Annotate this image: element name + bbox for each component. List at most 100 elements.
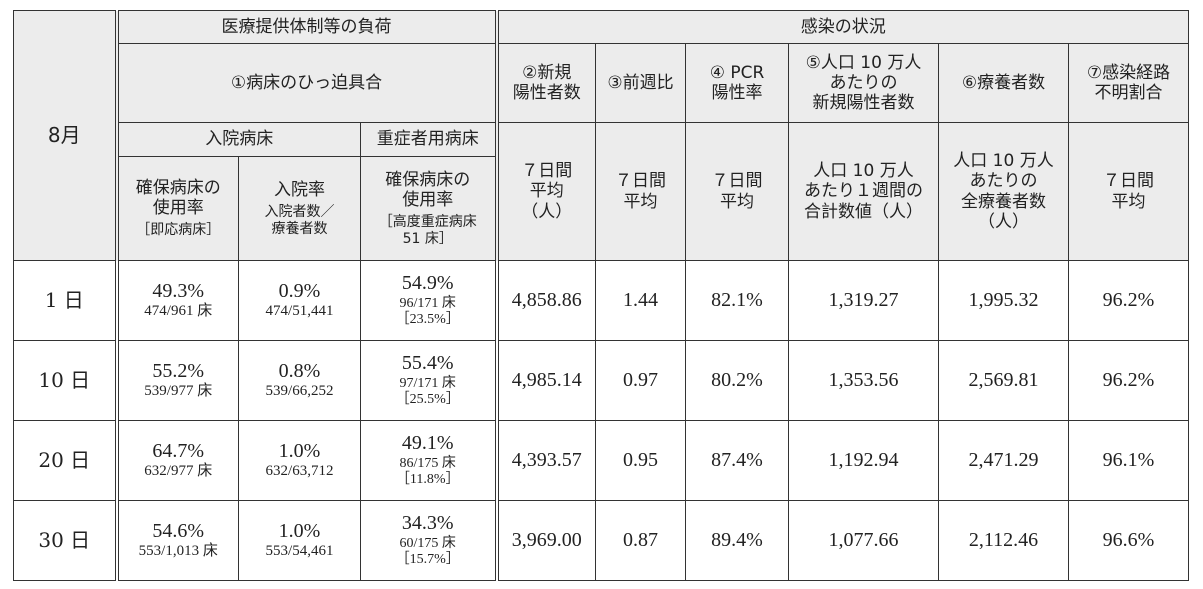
- admission-header: 入院率 入院者数／ 療養者数: [238, 156, 361, 261]
- severe-value: 55.4%: [401, 352, 454, 375]
- table-wrapper: 8月 医療提供体制等の負荷 感染の状況 ①病床のひっ迫具合 ②新規 陽性者数 ③…: [13, 10, 1190, 581]
- recovering-value: 2,471.29: [938, 420, 1069, 501]
- severe-value: 49.1%: [401, 432, 454, 455]
- bed-usage-cell: 49.3% 474/961 床: [116, 260, 239, 341]
- new-cases-header: ②新規 陽性者数: [496, 43, 596, 123]
- new-cases-value: 4,985.14: [496, 340, 596, 421]
- bed-usage-value: 49.3%: [152, 279, 205, 302]
- new-cases-value: 4,858.86: [496, 260, 596, 341]
- header-row-bedtypes: 入院病床 重症者用病床 ７日間 平均 （人） ７日間 平均 ７日間 平均 人口 …: [14, 122, 1190, 261]
- week-ratio-unit: ７日間 平均: [595, 122, 686, 261]
- table-row: 10 日 55.2% 539/977 床 0.8% 539/66,252 55.4%…: [13, 340, 1190, 421]
- admission-cell: 1.0% 632/63,712: [238, 420, 361, 501]
- admission-header-line1: 入院率: [274, 179, 325, 200]
- new-cases-header-line1: ②新規: [522, 62, 572, 83]
- week-ratio-value: 0.87: [595, 500, 686, 581]
- per100k-unit-line3: 合計数値（人）: [804, 201, 923, 222]
- recovering-value: 1,995.32: [938, 260, 1069, 341]
- admission-detail: 632/63,712: [265, 463, 334, 480]
- recovering-unit-line1: 人口 10 万人: [953, 151, 1054, 172]
- pcr-value: 82.1%: [685, 260, 789, 341]
- pcr-header-line1: ④ PCR: [709, 62, 765, 83]
- admission-value: 1.0%: [278, 439, 321, 462]
- per100k-unit: 人口 10 万人 あたり１週間の 合計数値（人）: [788, 122, 939, 261]
- pcr-value: 80.2%: [685, 340, 789, 421]
- inpatient-beds-header: 入院病床: [116, 122, 361, 157]
- recovering-value: 2,112.46: [938, 500, 1069, 581]
- new-cases-unit-line1: ７日間: [521, 161, 573, 182]
- pcr-unit-line2: 平均: [720, 191, 754, 212]
- severe-high-rate: ［15.7%］: [395, 552, 460, 568]
- table-row: 20 日 64.7% 632/977 床 1.0% 632/63,712 49.1%…: [13, 420, 1190, 501]
- severe-high-rate: ［11.8%］: [395, 472, 460, 488]
- severe-value: 54.9%: [401, 272, 454, 295]
- severe-cell: 55.4% 97/171 床 ［25.5%］: [360, 340, 499, 421]
- unknown-route-unit-line2: 平均: [1111, 191, 1146, 212]
- bed-usage-header-note: ［即応病床］: [136, 222, 221, 239]
- pcr-unit: ７日間 平均: [685, 122, 789, 261]
- bed-usage-header: 確保病床の 使用率 ［即応病床］: [116, 156, 239, 261]
- new-cases-header-line2: 陽性者数: [512, 83, 581, 103]
- recovering-value: 2,569.81: [938, 340, 1069, 421]
- bed-usage-detail: 632/977 床: [144, 463, 213, 480]
- severe-usage-header-line1: 確保病床の: [385, 169, 471, 190]
- status-table: 8月 医療提供体制等の負荷 感染の状況 ①病床のひっ迫具合 ②新規 陽性者数 ③…: [13, 10, 1190, 581]
- recovering-unit-line2: あたりの: [969, 171, 1038, 192]
- recovering-unit-line3: 全療養者数: [961, 191, 1046, 212]
- admission-value: 1.0%: [278, 519, 321, 542]
- severe-cell: 54.9% 96/171 床 ［23.5%］: [360, 260, 499, 341]
- severe-detail: 86/175 床: [399, 455, 456, 471]
- unknown-route-unit: ７日間 平均: [1067, 122, 1190, 261]
- per100k-header-line2: あたりの: [829, 72, 898, 93]
- new-cases-value: 3,969.00: [496, 500, 596, 581]
- admission-value: 0.8%: [278, 359, 321, 382]
- day-cell: 30 日: [13, 500, 119, 581]
- severe-detail: 97/171 床: [399, 375, 456, 391]
- per100k-header: ⑤人口 10 万人 あたりの 新規陽性者数: [788, 43, 939, 123]
- per100k-value: 1,077.66: [788, 500, 939, 581]
- severe-detail: 96/171 床: [399, 295, 456, 311]
- bed-usage-detail: 474/961 床: [144, 303, 213, 320]
- unknown-route-header-line2: 不明割合: [1094, 83, 1163, 103]
- bed-usage-header-line2: 使用率: [152, 198, 204, 219]
- bed-usage-value: 54.6%: [152, 519, 205, 542]
- new-cases-value: 4,393.57: [496, 420, 596, 501]
- bed-usage-value: 64.7%: [152, 439, 205, 462]
- unknown-route-value: 96.2%: [1067, 260, 1190, 341]
- pcr-unit-line1: ７日間: [711, 171, 763, 192]
- recovering-unit: 人口 10 万人 あたりの 全療養者数 （人）: [938, 122, 1069, 261]
- unknown-route-unit-line1: ７日間: [1103, 171, 1155, 192]
- severe-usage-header-note1: ［高度重症病床: [378, 214, 477, 231]
- admission-detail: 539/66,252: [265, 383, 334, 400]
- bed-pressure-header: ①病床のひっ迫具合: [116, 43, 499, 123]
- unknown-route-header: ⑦感染経路 不明割合: [1067, 43, 1190, 123]
- severe-high-rate: ［23.5%］: [395, 312, 460, 328]
- bed-usage-cell: 55.2% 539/977 床: [116, 340, 239, 421]
- severe-cell: 34.3% 60/175 床 ［15.7%］: [360, 500, 499, 581]
- per100k-header-line3: 新規陽性者数: [812, 93, 915, 114]
- unknown-route-value: 96.6%: [1067, 500, 1190, 581]
- unknown-route-value: 96.2%: [1067, 340, 1190, 421]
- severe-beds-header: 重症者用病床: [360, 122, 499, 157]
- severe-detail: 60/175 床: [399, 535, 456, 551]
- pcr-header: ④ PCR 陽性率: [685, 43, 789, 123]
- admission-detail: 553/54,461: [265, 543, 334, 560]
- table-row: 1 日 49.3% 474/961 床 0.9% 474/51,441 54.9% 9…: [13, 260, 1190, 341]
- bed-usage-cell: 54.6% 553/1,013 床: [116, 500, 239, 581]
- bed-usage-value: 55.2%: [152, 359, 205, 382]
- severe-usage-header-line2: 使用率: [402, 189, 454, 210]
- severe-high-rate: ［25.5%］: [395, 392, 460, 408]
- per100k-value: 1,353.56: [788, 340, 939, 421]
- week-ratio-unit-line2: 平均: [623, 191, 658, 212]
- new-cases-unit-line2: 平均: [529, 181, 564, 202]
- bed-usage-detail: 539/977 床: [144, 383, 213, 400]
- new-cases-unit: ７日間 平均 （人）: [496, 122, 596, 261]
- admission-cell: 0.8% 539/66,252: [238, 340, 361, 421]
- per100k-header-line1: ⑤人口 10 万人: [805, 52, 922, 73]
- pcr-value: 89.4%: [685, 500, 789, 581]
- day-cell: 10 日: [13, 340, 119, 421]
- month-label: 8月: [13, 10, 119, 261]
- new-cases-unit-line3: （人）: [521, 201, 573, 222]
- severe-usage-header: 確保病床の 使用率 ［高度重症病床 51 床］: [360, 156, 499, 261]
- unknown-route-header-line1: ⑦感染経路: [1086, 62, 1171, 83]
